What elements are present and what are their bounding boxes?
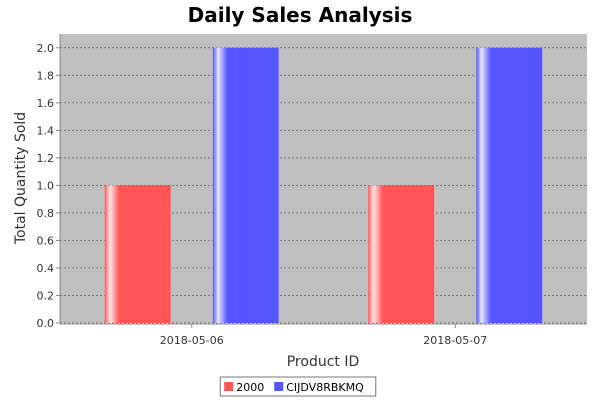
legend: 2000 CIJDV8RBKMQ (219, 376, 377, 397)
y-tick-label: 1.8 (37, 69, 55, 82)
x-tick-label: 2018-05-06 (160, 334, 224, 347)
legend-label-cijdv8rbkmq: CIJDV8RBKMQ (286, 381, 364, 394)
bars (104, 47, 543, 324)
bar-cijdv8rbkmq-2018-05-07 (476, 47, 543, 324)
y-tick-label: 0.2 (37, 289, 55, 302)
y-tick-label: 0.4 (37, 262, 55, 275)
y-tick-label: 2.0 (37, 42, 55, 55)
y-axis-ticks: 0.0 0.2 0.4 0.6 0.8 1.0 1.2 1.4 1.6 1.8 2.0 (37, 42, 60, 330)
legend-swatch-cijdv8rbkmq (274, 382, 284, 391)
y-axis-label: Total Quantity Sold (13, 112, 29, 245)
x-axis-ticks: 2018-05-06 2018-05-07 (160, 324, 487, 347)
bar-cijdv8rbkmq-2018-05-06 (212, 47, 279, 324)
bar-2000-2018-05-06 (104, 185, 171, 323)
chart-title: Daily Sales Analysis (188, 3, 413, 27)
y-tick-label: 1.0 (37, 179, 55, 192)
legend-swatch-2000 (224, 382, 234, 391)
legend-label-2000: 2000 (236, 381, 264, 394)
x-axis-label: Product ID (287, 354, 360, 370)
legend-box (219, 376, 377, 397)
y-tick-label: 1.4 (37, 124, 55, 137)
x-tick-label: 2018-05-07 (423, 334, 487, 347)
y-tick-label: 0.8 (37, 207, 55, 220)
y-tick-label: 0.6 (37, 234, 55, 247)
y-tick-label: 1.2 (37, 152, 55, 165)
y-tick-label: 0.0 (37, 317, 55, 330)
y-tick-label: 1.6 (37, 97, 55, 110)
bar-2000-2018-05-07 (368, 185, 435, 323)
